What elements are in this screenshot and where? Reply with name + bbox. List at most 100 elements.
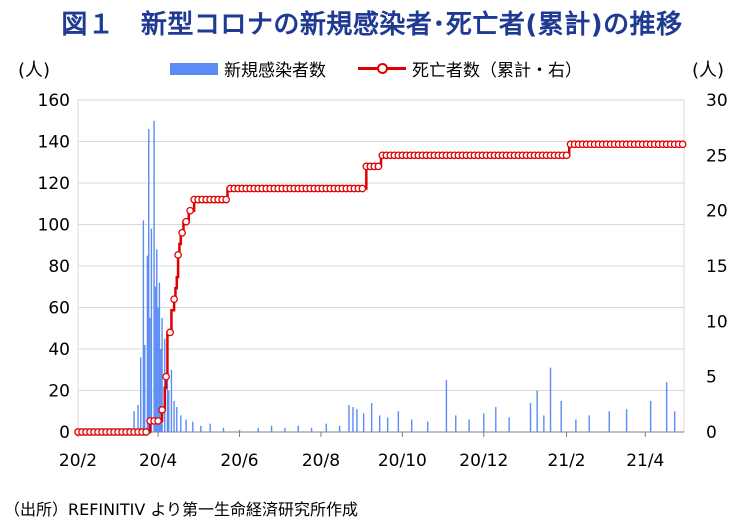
point-deaths	[562, 151, 571, 160]
bar-new-cases	[352, 407, 354, 432]
bar-new-cases	[483, 413, 485, 432]
legend-label-deaths: 死亡者数（累計・右）	[412, 61, 582, 81]
bar-new-cases	[543, 415, 545, 432]
y-right-tick-label: 30	[706, 91, 728, 111]
bar-new-cases	[146, 255, 149, 432]
y-right-tick-label: 10	[706, 312, 728, 332]
bar-new-cases	[665, 382, 668, 432]
y-right-tick-label: 0	[706, 423, 717, 443]
bar-new-cases	[649, 400, 652, 432]
bar-new-cases	[148, 129, 150, 433]
bar-new-cases	[325, 423, 327, 432]
bar-new-cases	[411, 419, 413, 432]
y-left-tick-label: 160	[38, 91, 70, 111]
bar-new-cases	[157, 307, 159, 432]
x-tick-label: 20/4	[139, 451, 177, 471]
bar-new-cases	[161, 317, 163, 432]
y-left-tick-label: 100	[38, 216, 70, 236]
bar-new-cases	[164, 338, 166, 432]
bar-new-cases	[257, 427, 259, 432]
y-right-tick-label: 25	[706, 146, 728, 166]
right-axis-unit: (人)	[692, 60, 725, 81]
bar-new-cases	[270, 425, 273, 432]
chart-title: 図１ 新型コロナの新規感染者･死亡者(累計)の推移	[61, 10, 683, 40]
line-deaths	[78, 143, 684, 434]
bar-new-cases	[166, 359, 169, 432]
x-tick-label: 20/2	[59, 451, 97, 471]
bar-new-cases	[529, 402, 532, 432]
bar-new-cases	[673, 411, 676, 432]
bar-new-cases	[170, 369, 173, 432]
bar-new-cases	[495, 407, 497, 432]
bar-new-cases	[356, 409, 358, 432]
bar-new-cases	[625, 409, 628, 432]
bar-new-cases	[427, 421, 429, 432]
bar-new-cases	[144, 344, 146, 432]
bar-new-cases	[150, 228, 153, 432]
point-deaths	[358, 184, 367, 193]
bar-new-cases	[180, 415, 182, 432]
point-deaths	[162, 372, 170, 381]
x-tick-label: 20/10	[378, 451, 427, 471]
point-deaths	[178, 228, 186, 237]
bar-new-cases	[140, 357, 142, 432]
bar-new-cases	[608, 411, 610, 432]
x-tick-label: 20/6	[220, 451, 258, 471]
bar-new-cases	[168, 390, 170, 432]
x-tick-label: 20/12	[459, 451, 508, 471]
legend: 新規感染者数 死亡者数（累計・右）	[170, 56, 604, 81]
legend-item-cases: 新規感染者数	[170, 56, 326, 81]
bar-new-cases	[370, 402, 373, 432]
bar-new-cases	[173, 400, 175, 432]
bar-new-cases	[549, 367, 552, 432]
bar-new-cases	[445, 380, 448, 432]
legend-item-deaths: 死亡者数（累計・右）	[358, 56, 582, 81]
point-deaths	[142, 428, 150, 436]
x-tick-label: 21/2	[547, 451, 585, 471]
point-deaths	[678, 140, 687, 149]
x-tick-label: 20/8	[302, 451, 340, 471]
bar-new-cases	[297, 425, 299, 432]
point-deaths	[170, 295, 178, 304]
bar-new-cases	[238, 429, 241, 432]
y-right-tick-label: 5	[706, 368, 717, 388]
bar-new-cases	[133, 411, 135, 432]
x-tick-label: 21/4	[626, 451, 664, 471]
bar-new-cases	[137, 405, 139, 432]
y-left-tick-label: 40	[48, 340, 70, 360]
y-left-tick-label: 140	[38, 133, 70, 153]
bar-new-cases	[310, 427, 313, 432]
bar-new-cases	[362, 413, 365, 432]
bar-new-cases	[158, 282, 161, 432]
bar-new-cases	[397, 411, 400, 432]
bar-new-cases	[348, 405, 350, 432]
y-right-tick-label: 20	[706, 202, 728, 222]
bar-new-cases	[284, 427, 286, 432]
bar-new-cases	[142, 220, 145, 432]
y-left-tick-label: 20	[48, 382, 70, 402]
point-deaths	[222, 195, 231, 204]
y-left-tick-label: 120	[38, 174, 70, 194]
bar-new-cases	[222, 427, 225, 432]
point-deaths	[186, 206, 194, 215]
bar-new-cases	[468, 419, 470, 432]
point-deaths	[174, 251, 182, 259]
point-deaths	[182, 217, 190, 226]
bar-new-cases	[575, 419, 577, 432]
bar-new-cases	[185, 419, 187, 432]
bar-new-cases	[154, 286, 157, 432]
bar-new-cases	[338, 425, 341, 432]
bar-new-cases	[386, 417, 389, 432]
bar-new-cases	[156, 249, 158, 432]
y-right-tick-label: 15	[706, 257, 728, 277]
bar-new-cases	[560, 400, 562, 432]
bar-new-cases	[508, 417, 510, 432]
y-left-tick-label: 0	[59, 423, 70, 443]
bar-new-cases	[200, 425, 202, 432]
bar-new-cases	[455, 415, 457, 432]
left-axis-unit: (人)	[18, 60, 51, 81]
bar-new-cases	[209, 423, 211, 432]
y-left-tick-label: 60	[48, 299, 70, 319]
bar-new-cases	[149, 317, 151, 432]
